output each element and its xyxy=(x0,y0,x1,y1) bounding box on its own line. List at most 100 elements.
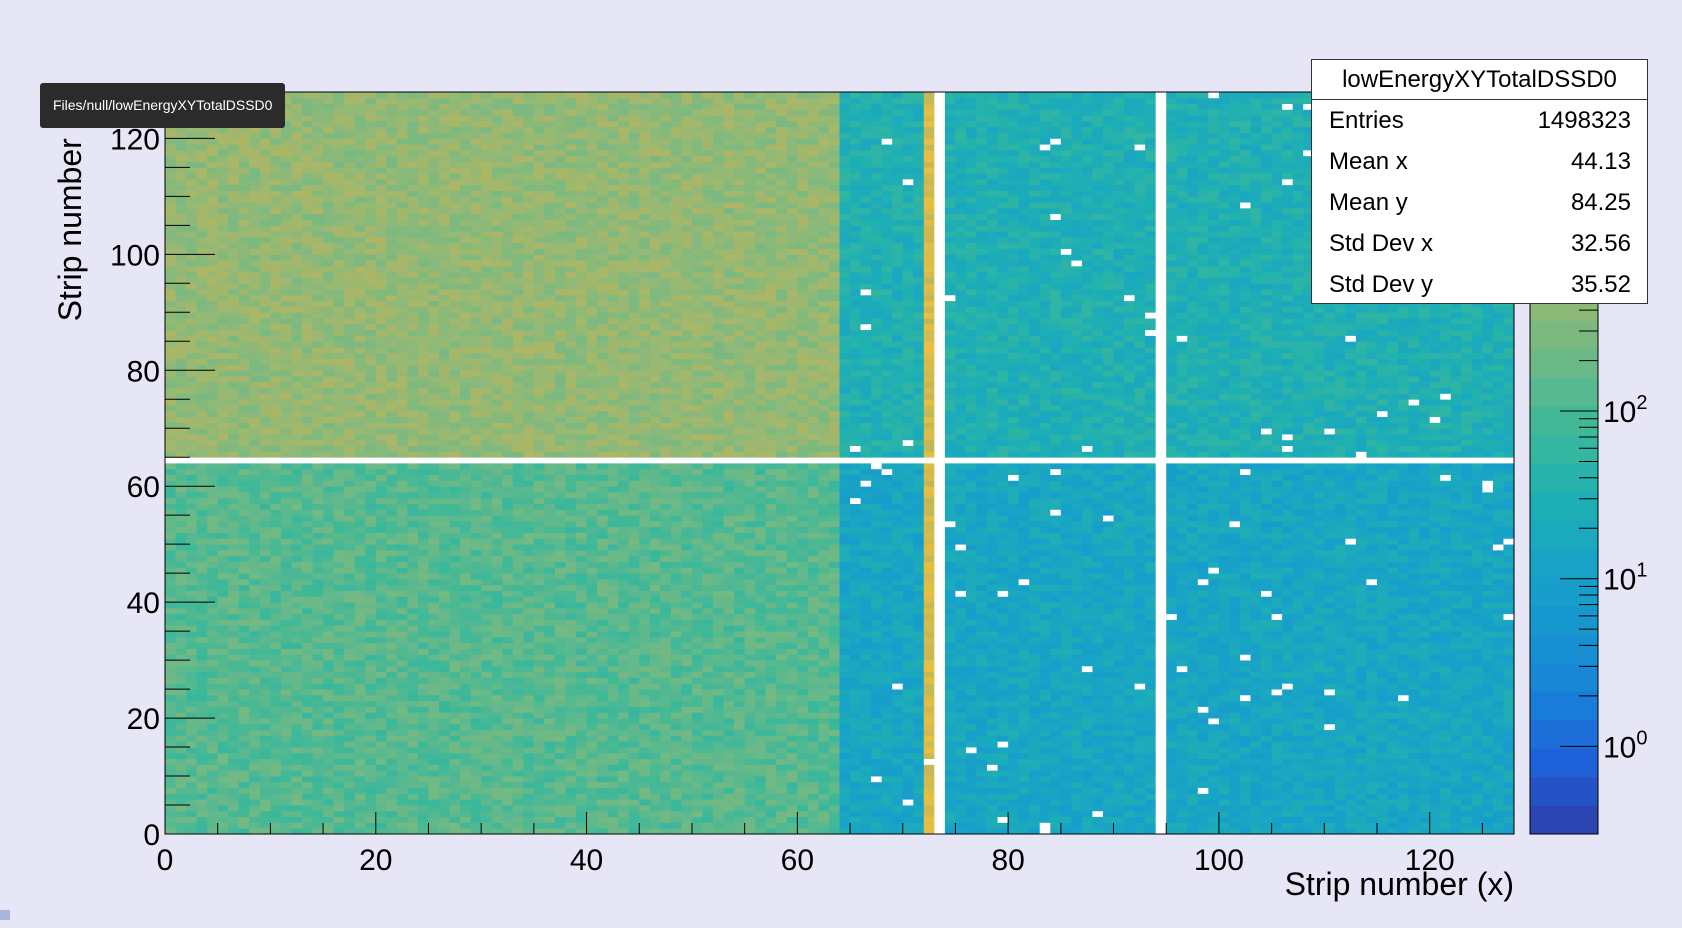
heatmap-bin xyxy=(344,810,356,818)
heatmap-bin xyxy=(523,428,535,435)
heatmap-bin xyxy=(428,729,440,736)
heatmap-bin xyxy=(238,428,250,435)
heatmap-bin xyxy=(449,457,461,464)
heatmap-bin xyxy=(417,463,429,470)
heatmap-bin xyxy=(249,387,261,394)
heatmap-bin xyxy=(565,752,577,760)
heatmap-bin xyxy=(344,405,356,412)
heatmap-bin xyxy=(533,254,545,261)
heatmap-bin xyxy=(481,149,493,157)
heatmap-bin xyxy=(428,486,440,493)
heatmap-bin xyxy=(502,642,514,649)
heatmap-bin xyxy=(439,752,450,760)
heatmap-bin xyxy=(523,654,535,661)
heatmap-bin xyxy=(460,567,472,574)
heatmap-bin xyxy=(512,289,524,296)
heatmap-bin xyxy=(554,347,566,354)
heatmap-bin xyxy=(291,654,303,661)
heatmap-bin xyxy=(302,758,313,765)
heatmap-bin xyxy=(291,329,303,336)
heatmap-bin xyxy=(302,225,313,232)
heatmap-bin xyxy=(291,97,303,104)
heatmap-bin xyxy=(375,236,387,244)
heatmap-bin xyxy=(375,161,387,168)
heatmap-bin xyxy=(386,787,398,794)
heatmap-bin xyxy=(249,729,261,736)
heatmap-bin xyxy=(207,567,219,574)
heatmap-bin xyxy=(544,103,556,110)
heatmap-bin xyxy=(375,776,387,783)
heatmap-bin xyxy=(544,231,556,238)
heatmap-bin xyxy=(407,677,419,684)
heatmap-bin xyxy=(375,642,387,649)
heatmap-bin xyxy=(165,631,176,638)
heatmap-bin xyxy=(375,323,387,331)
heatmap-bin xyxy=(196,816,208,823)
heatmap-bin xyxy=(238,474,250,481)
heatmap-bin xyxy=(512,260,524,267)
heatmap-bin xyxy=(175,752,187,760)
heatmap-bin xyxy=(312,747,324,754)
heatmap-bin xyxy=(491,700,503,707)
heatmap-bin xyxy=(554,231,566,238)
heatmap-bin xyxy=(323,120,335,128)
heatmap-bin xyxy=(544,405,556,412)
heatmap-bin xyxy=(333,120,345,128)
heatmap-bin xyxy=(417,213,429,220)
heatmap-bin xyxy=(470,265,482,273)
heatmap-bin xyxy=(439,144,450,151)
heatmap-bin xyxy=(228,439,240,447)
heatmap-bin xyxy=(354,689,366,696)
heatmap-bin xyxy=(533,323,545,331)
heatmap-bin xyxy=(481,474,493,481)
heatmap-bin xyxy=(417,578,429,586)
heatmap-bin xyxy=(186,161,198,168)
heatmap-bin xyxy=(312,318,324,325)
heatmap-bin xyxy=(323,115,335,122)
heatmap-bin xyxy=(165,271,176,278)
heatmap-bin xyxy=(460,486,472,493)
heatmap-bin xyxy=(396,544,408,551)
heatmap-bin xyxy=(228,422,240,429)
heatmap-bin xyxy=(386,654,398,661)
heatmap-bin xyxy=(186,335,198,342)
heatmap-bin xyxy=(554,370,566,377)
heatmap-bin xyxy=(280,549,292,557)
heatmap-bin xyxy=(323,434,335,441)
heatmap-bin xyxy=(544,167,556,174)
heatmap-bin xyxy=(354,712,366,719)
heatmap-bin xyxy=(407,370,419,377)
heatmap-bin xyxy=(196,694,208,702)
heatmap-bin xyxy=(544,126,556,133)
heatmap-bin xyxy=(186,596,198,603)
heatmap-bin xyxy=(533,370,545,377)
heatmap-bin xyxy=(354,399,366,406)
heatmap-bin xyxy=(491,532,503,539)
heatmap-bin xyxy=(207,776,219,783)
heatmap-bin xyxy=(439,149,450,157)
heatmap-bin xyxy=(238,463,250,470)
heatmap-bin xyxy=(470,109,482,116)
heatmap-bin xyxy=(312,503,324,510)
heatmap-bin xyxy=(460,596,472,603)
heatmap-bin xyxy=(165,242,176,249)
heatmap-bin xyxy=(270,619,282,626)
heatmap-bin xyxy=(533,399,545,406)
heatmap-bin xyxy=(417,776,429,783)
heatmap-bin xyxy=(312,231,324,238)
heatmap-bin xyxy=(565,828,577,835)
heatmap-bin xyxy=(491,567,503,574)
heatmap-bin xyxy=(407,654,419,661)
heatmap-bin xyxy=(491,283,503,290)
heatmap-bin xyxy=(312,561,324,568)
heatmap-bin xyxy=(544,318,556,325)
heatmap-bin xyxy=(428,184,440,191)
heatmap-bin xyxy=(249,764,261,771)
heatmap-bin xyxy=(280,532,292,539)
heatmap-bin xyxy=(165,410,176,418)
heatmap-bin xyxy=(280,590,292,597)
heatmap-bin xyxy=(333,671,345,678)
heatmap-bin xyxy=(354,665,366,673)
heatmap-bin xyxy=(386,434,398,441)
heatmap-bin xyxy=(417,764,429,771)
